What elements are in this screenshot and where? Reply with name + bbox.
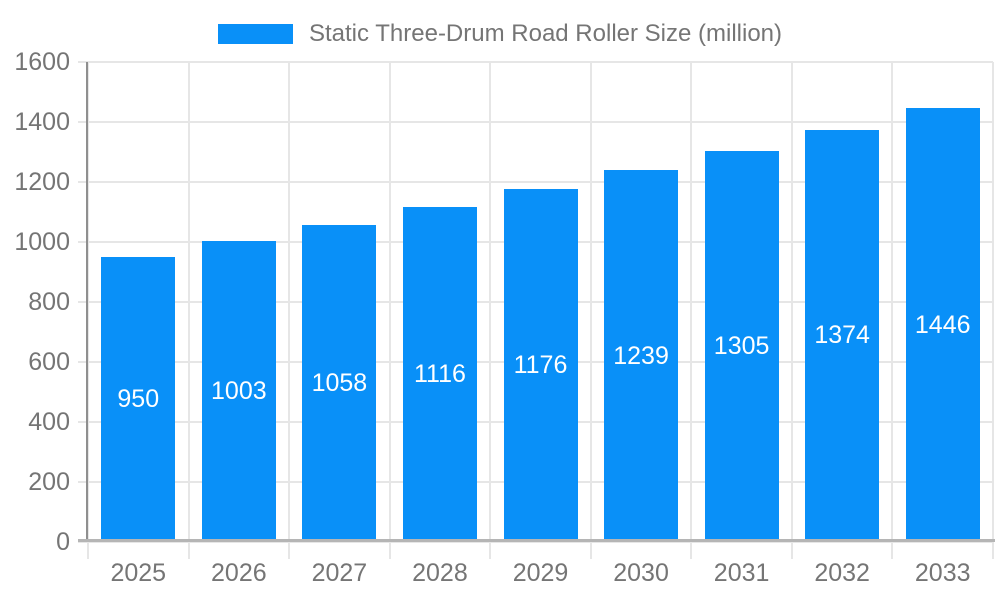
bar-value-label: 1305 <box>713 331 770 360</box>
y-axis-tick-label: 1000 <box>14 228 70 256</box>
gridline-vertical <box>288 62 291 559</box>
gridline-horizontal <box>78 121 993 123</box>
y-axis-tick-label: 600 <box>28 348 70 376</box>
y-axis-line <box>86 62 88 542</box>
bar-value-label: 1446 <box>914 310 971 339</box>
x-axis-tick-label: 2031 <box>713 559 770 587</box>
bar-2033: 1446 <box>905 108 980 542</box>
gridline-vertical <box>87 62 89 559</box>
bar-value-label: 1058 <box>311 368 368 397</box>
x-axis-tick-label: 2032 <box>814 559 870 587</box>
bar-2031: 1305 <box>704 150 779 542</box>
x-axis-tick-label: 2033 <box>914 559 971 587</box>
gridline-vertical <box>690 62 693 559</box>
bar-value-label: 1239 <box>613 341 669 370</box>
y-axis-tick-label: 1600 <box>14 48 70 76</box>
bar-2029: 1176 <box>503 189 578 542</box>
gridline-horizontal <box>78 61 993 63</box>
bar-2025: 950 <box>101 257 176 542</box>
x-axis-tick-label: 2027 <box>311 559 368 587</box>
x-axis-tick-label: 2026 <box>211 559 267 587</box>
gridline-vertical <box>589 62 592 559</box>
gridline-vertical <box>891 62 894 559</box>
bar-value-label: 1003 <box>211 377 267 406</box>
legend-label: Static Three-Drum Road Roller Size (mill… <box>308 20 783 47</box>
gridline-vertical <box>992 62 994 559</box>
legend: Static Three-Drum Road Roller Size (mill… <box>0 20 1000 48</box>
y-axis-tick-label: 200 <box>28 468 70 496</box>
gridline-vertical <box>489 62 492 559</box>
bar-value-label: 1176 <box>513 351 568 380</box>
x-axis-tick-label: 2025 <box>110 559 167 587</box>
gridline-horizontal <box>78 181 993 183</box>
y-axis-tick-label: 400 <box>28 408 70 436</box>
bar-value-label: 1374 <box>814 321 870 350</box>
y-axis-tick-label: 1400 <box>14 108 70 136</box>
y-axis-tick-label: 800 <box>28 288 70 316</box>
bar-value-label: 1116 <box>413 360 466 389</box>
gridline-vertical <box>388 62 391 559</box>
y-axis-tick-label: 0 <box>56 528 70 556</box>
bar-value-label: 950 <box>117 385 160 413</box>
plot-area: 950 1003 1058 1116 1176 1239 1305 1374 1446 <box>78 61 994 559</box>
bar-2027: 1058 <box>302 224 377 542</box>
bar-2028: 1116 <box>402 207 477 542</box>
legend-swatch <box>217 24 293 44</box>
bar-2032: 1374 <box>805 129 880 542</box>
y-axis-tick-label: 1200 <box>14 168 70 196</box>
x-axis-tick-label: 2029 <box>512 559 569 587</box>
x-axis-tick-label: 2028 <box>412 559 468 587</box>
bar-2030: 1239 <box>604 170 679 542</box>
gridline-vertical <box>790 62 793 559</box>
x-axis-tick-label: 2030 <box>613 559 669 587</box>
gridline-vertical <box>187 62 190 559</box>
bar-2026: 1003 <box>201 241 276 542</box>
x-axis-line <box>78 539 995 542</box>
gridline-horizontal <box>78 541 993 543</box>
